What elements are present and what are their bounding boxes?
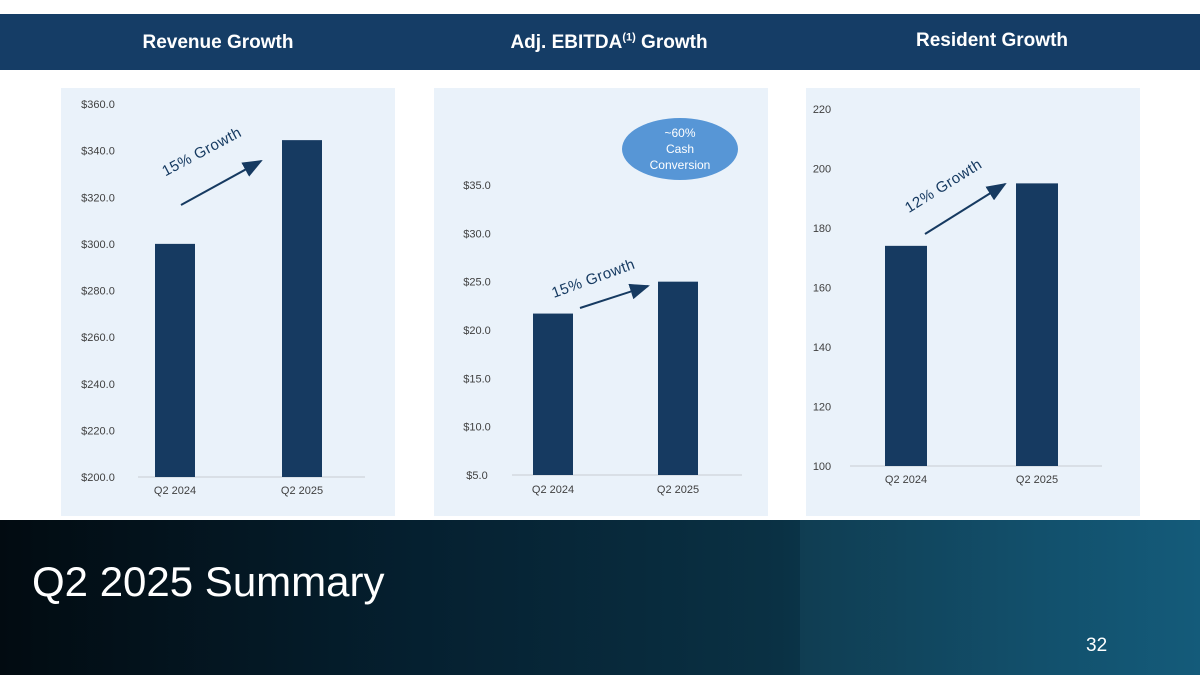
revenue-category-label: Q2 2025 bbox=[281, 485, 323, 497]
revenue-ytick-label: $280.0 bbox=[81, 286, 115, 298]
ebitda-ytick-label: $35.0 bbox=[463, 180, 491, 192]
revenue-growth-arrow bbox=[180, 160, 263, 206]
resident-ytick-label: 160 bbox=[813, 283, 831, 295]
resident-ytick-label: 140 bbox=[813, 342, 831, 354]
ebitda-ytick-label: $10.0 bbox=[463, 422, 491, 434]
ebitda-ytick-label: $5.0 bbox=[466, 470, 487, 482]
callout-line-3: Conversion bbox=[649, 158, 711, 172]
resident-growth-title: Resident Growth bbox=[915, 30, 1069, 51]
ebitda-bar bbox=[533, 313, 573, 475]
revenue-growth-annotation: 15% Growth bbox=[159, 124, 244, 180]
ebitda-ytick-label: $15.0 bbox=[463, 373, 491, 385]
resident-chart-panel bbox=[806, 88, 1140, 516]
ebitda-title-main: Adj. EBITDA bbox=[510, 32, 623, 53]
resident-ytick-label: 100 bbox=[813, 461, 831, 473]
revenue-bar bbox=[155, 243, 195, 477]
footer-accent-panel bbox=[800, 520, 1200, 675]
ebitda-ytick-label: $20.0 bbox=[463, 325, 491, 337]
resident-bar bbox=[1016, 183, 1058, 466]
ebitda-ytick-label: $30.0 bbox=[463, 228, 491, 240]
resident-category-label: Q2 2025 bbox=[1016, 474, 1058, 486]
revenue-ytick-label: $300.0 bbox=[81, 239, 115, 251]
revenue-ytick-label: $200.0 bbox=[81, 472, 115, 484]
ebitda-category-label: Q2 2024 bbox=[532, 484, 574, 496]
revenue-category-label: Q2 2024 bbox=[154, 485, 196, 497]
resident-growth-arrow bbox=[924, 182, 1007, 235]
resident-ytick-label: 220 bbox=[813, 104, 831, 116]
revenue-ytick-label: $220.0 bbox=[81, 425, 115, 437]
resident-ytick-label: 120 bbox=[813, 402, 831, 414]
revenue-chart-panel bbox=[61, 88, 395, 516]
slide-title: Q2 2025 Summary bbox=[32, 558, 385, 605]
revenue-ytick-label: $240.0 bbox=[81, 379, 115, 391]
page-number: 32 bbox=[1086, 635, 1108, 656]
ebitda-growth-title: Adj. EBITDA(1) Growth bbox=[510, 32, 707, 54]
footer-banner: Q2 2025 Summary 32 bbox=[0, 520, 1200, 675]
resident-bar bbox=[885, 245, 927, 466]
resident-growth-annotation: 12% Growth bbox=[902, 156, 985, 217]
ebitda-title-suffix: Growth bbox=[635, 32, 708, 53]
ebitda-ytick-label: $25.0 bbox=[463, 277, 491, 289]
revenue-ytick-label: $340.0 bbox=[81, 146, 115, 158]
resident-category-label: Q2 2024 bbox=[885, 474, 927, 486]
ebitda-growth-arrow bbox=[579, 283, 650, 309]
revenue-growth-title: Revenue Growth bbox=[142, 32, 294, 53]
resident-ytick-label: 180 bbox=[813, 223, 831, 235]
resident-ytick-label: 200 bbox=[813, 164, 831, 176]
ebitda-growth-annotation: 15% Growth bbox=[549, 256, 637, 302]
ebitda-bar bbox=[658, 281, 698, 475]
revenue-ytick-label: $360.0 bbox=[81, 99, 115, 111]
ebitda-title-footnote: (1) bbox=[622, 31, 636, 44]
charts-canvas: $200.0 $220.0 $240.0 $260.0 $280.0 $300.0 $320… bbox=[81, 99, 1102, 497]
revenue-bar bbox=[282, 140, 322, 477]
header-bar: Revenue Growth Adj. EBITDA(1) Growth Res… bbox=[0, 14, 1200, 70]
cash-conversion-callout: ~60% Cash Conversion bbox=[622, 118, 738, 180]
callout-line-1: ~60% bbox=[664, 126, 696, 140]
ebitda-category-label: Q2 2025 bbox=[657, 484, 699, 496]
revenue-ytick-label: $320.0 bbox=[81, 192, 115, 204]
callout-line-2: Cash bbox=[665, 142, 694, 156]
revenue-ytick-label: $260.0 bbox=[81, 332, 115, 344]
